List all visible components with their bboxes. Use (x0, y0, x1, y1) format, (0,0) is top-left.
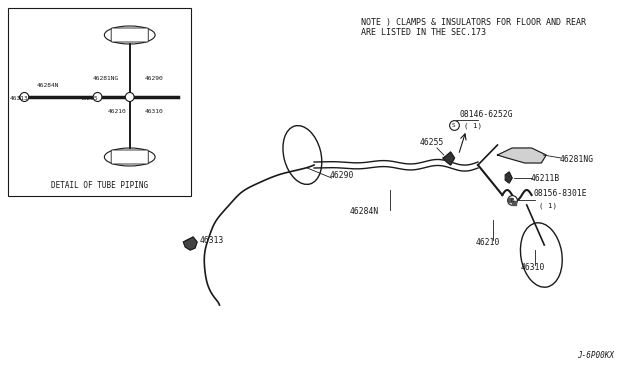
Text: 46255: 46255 (80, 96, 99, 101)
FancyBboxPatch shape (111, 28, 148, 42)
Polygon shape (505, 172, 512, 183)
Text: 46255: 46255 (419, 138, 444, 147)
Text: 46284N: 46284N (37, 83, 60, 88)
Ellipse shape (104, 148, 155, 166)
Text: 46211B: 46211B (531, 174, 560, 183)
Text: 46290: 46290 (330, 171, 354, 180)
Text: B: B (510, 198, 514, 202)
Text: 46310: 46310 (145, 109, 163, 114)
Text: NOTE ) CLAMPS & INSULATORS FOR FLOOR AND REAR: NOTE ) CLAMPS & INSULATORS FOR FLOOR AND… (361, 18, 586, 27)
Text: J-6P00KX: J-6P00KX (577, 351, 614, 360)
Text: 46313: 46313 (200, 236, 225, 245)
Text: 46284N: 46284N (349, 207, 378, 216)
Circle shape (93, 93, 102, 102)
Text: 08156-8301E: 08156-8301E (534, 189, 587, 198)
Text: 46281NG: 46281NG (560, 155, 594, 164)
Ellipse shape (283, 126, 322, 185)
Text: 46290: 46290 (145, 76, 163, 81)
Text: ( 1): ( 1) (540, 202, 557, 208)
Polygon shape (497, 148, 546, 163)
Text: 46310: 46310 (521, 263, 545, 272)
Text: 46281NG: 46281NG (93, 76, 119, 81)
Text: 46313: 46313 (10, 96, 29, 101)
Polygon shape (184, 237, 197, 250)
Text: ( 1): ( 1) (464, 122, 483, 128)
Text: 46210: 46210 (108, 109, 126, 114)
Ellipse shape (520, 223, 563, 287)
Text: 46210: 46210 (476, 238, 500, 247)
Bar (8, 8, 191, 196)
Text: ARE LISTED IN THE SEC.173: ARE LISTED IN THE SEC.173 (361, 28, 486, 37)
Circle shape (125, 93, 134, 102)
Polygon shape (443, 152, 454, 165)
FancyBboxPatch shape (111, 150, 148, 164)
Circle shape (20, 93, 29, 102)
Text: DETAIL OF TUBE PIPING: DETAIL OF TUBE PIPING (51, 180, 148, 189)
Text: 08146-6252G: 08146-6252G (460, 110, 513, 119)
Text: S: S (452, 122, 455, 128)
Ellipse shape (104, 26, 155, 44)
